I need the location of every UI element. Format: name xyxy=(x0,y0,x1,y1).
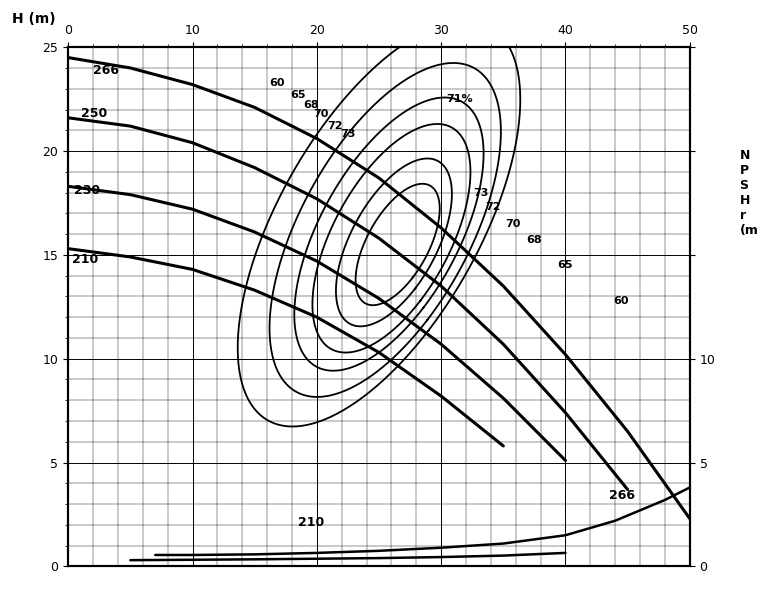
Text: 72: 72 xyxy=(486,202,501,212)
Text: 65: 65 xyxy=(558,260,573,270)
Text: 250: 250 xyxy=(80,107,107,120)
Text: 68: 68 xyxy=(302,100,318,110)
Text: 68: 68 xyxy=(527,235,542,245)
Text: N
P
S
H
r
(m): N P S H r (m) xyxy=(740,149,758,237)
Text: 73: 73 xyxy=(473,188,489,198)
Text: 65: 65 xyxy=(290,90,306,100)
Text: 71%: 71% xyxy=(446,94,473,104)
Text: 266: 266 xyxy=(609,489,635,502)
Text: 60: 60 xyxy=(269,77,285,87)
Text: 210: 210 xyxy=(72,253,99,266)
Text: 72: 72 xyxy=(327,121,343,131)
Text: 60: 60 xyxy=(614,296,629,306)
Text: 230: 230 xyxy=(74,184,101,197)
Text: 210: 210 xyxy=(297,516,324,529)
Text: 266: 266 xyxy=(93,64,119,77)
Text: H (m): H (m) xyxy=(12,12,56,27)
Text: 70: 70 xyxy=(313,109,328,119)
Text: 70: 70 xyxy=(506,219,521,229)
Text: 73: 73 xyxy=(340,129,356,139)
